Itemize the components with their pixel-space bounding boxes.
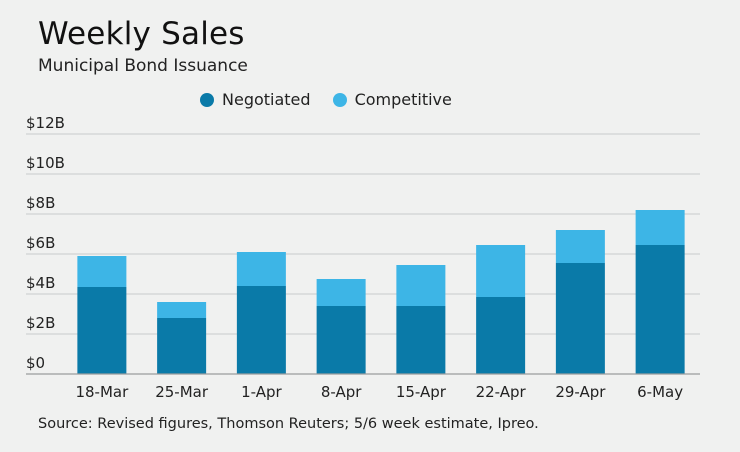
bar-negotiated <box>635 245 685 374</box>
x-tick-label: 6-May <box>637 383 683 401</box>
bar-competitive <box>236 252 286 286</box>
bar-competitive <box>157 302 207 318</box>
bar-competitive <box>635 210 685 245</box>
x-tick-label: 15-Apr <box>396 383 447 401</box>
legend-item-competitive: Competitive <box>332 90 452 109</box>
bar-competitive <box>316 279 366 306</box>
legend-swatch-competitive <box>332 92 347 107</box>
x-tick-label: 1-Apr <box>241 383 282 401</box>
bar-negotiated <box>555 263 605 374</box>
bar-negotiated <box>157 318 207 374</box>
bar-competitive <box>396 265 446 306</box>
x-tick-label: 25-Mar <box>155 383 209 401</box>
bar-competitive <box>555 230 605 263</box>
y-tick-label: $10B <box>26 154 65 172</box>
bar-negotiated <box>77 287 127 374</box>
chart-subtitle: Municipal Bond Issuance <box>38 56 248 76</box>
x-tick-label: 22-Apr <box>476 383 527 401</box>
x-tick-label: 29-Apr <box>555 383 606 401</box>
bar-negotiated <box>396 306 446 374</box>
chart-source-note: Source: Revised figures, Thomson Reuters… <box>38 416 539 432</box>
x-tick-label: 8-Apr <box>321 383 362 401</box>
y-tick-label: $12B <box>26 114 65 132</box>
legend-swatch-negotiated <box>200 92 214 107</box>
chart-legend: Negotiated Competitive <box>200 90 474 109</box>
bar-negotiated <box>476 297 526 374</box>
y-tick-label: $8B <box>26 194 55 212</box>
legend-label-negotiated: Negotiated <box>222 90 311 109</box>
bar-competitive <box>77 256 127 287</box>
bar-negotiated <box>316 306 366 374</box>
y-tick-label: $2B <box>26 314 55 332</box>
y-tick-label: $6B <box>26 234 55 252</box>
legend-item-negotiated: Negotiated <box>200 90 311 109</box>
x-tick-label: 18-Mar <box>75 383 129 401</box>
y-tick-label: $0 <box>26 354 45 372</box>
y-tick-label: $4B <box>26 274 55 292</box>
bar-negotiated <box>236 286 286 374</box>
chart-title: Weekly Sales <box>38 16 245 52</box>
legend-label-competitive: Competitive <box>354 90 452 109</box>
bar-competitive <box>476 245 526 297</box>
